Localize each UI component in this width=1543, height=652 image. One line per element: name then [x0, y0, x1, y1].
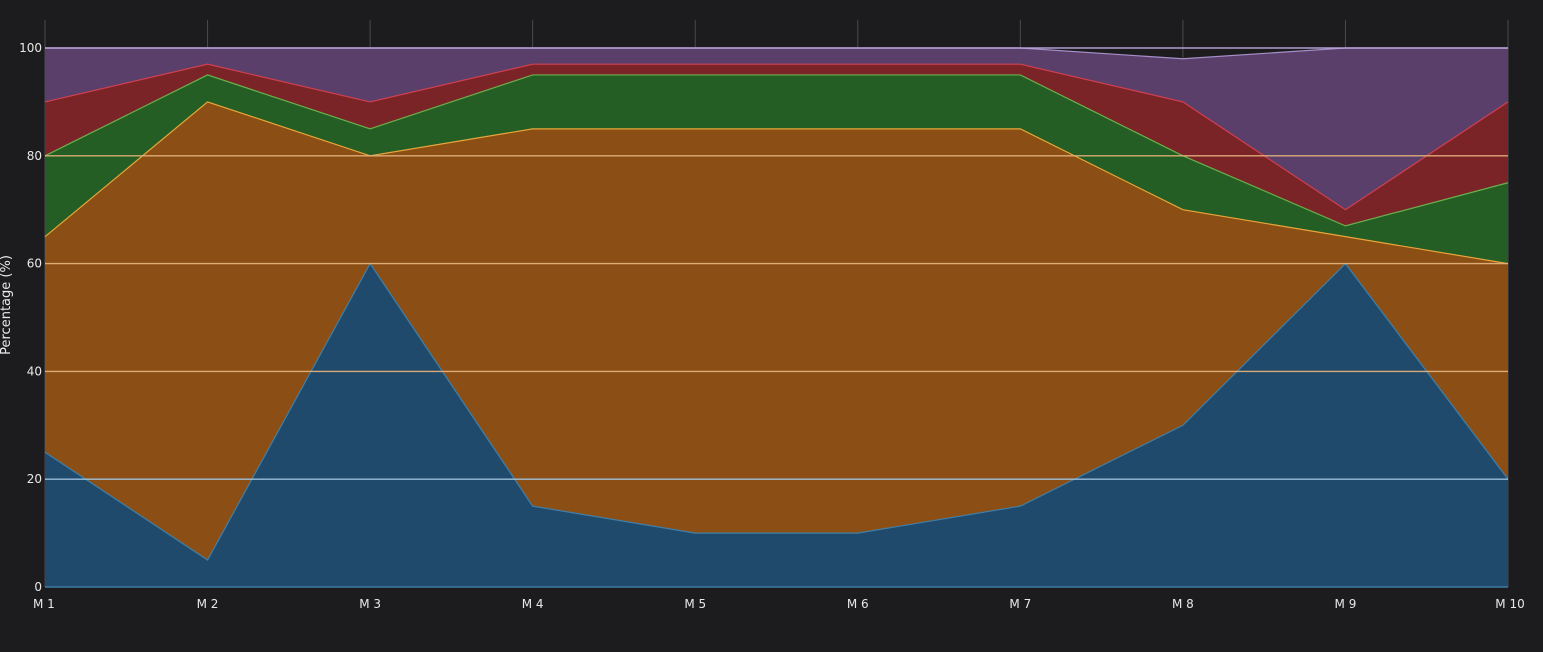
- line-series-1: [44, 262, 1509, 561]
- x-tick-label: M 9: [1335, 597, 1357, 611]
- area-series-4: [45, 64, 1508, 226]
- y-tick-label: 100: [19, 41, 42, 55]
- area-layer: [45, 48, 1508, 587]
- axis-layer: 0 20 40 60 80 100 M 1 M 2 M 3 M 4 M 5 M 6 M 7 M 8 M 9 M…: [19, 41, 1525, 611]
- y-tick-label: 40: [27, 364, 42, 378]
- x-tick-label: M 8: [1172, 597, 1194, 611]
- y-tick-label: 20: [27, 472, 42, 486]
- horizontal-gridlines: [45, 47, 1508, 588]
- x-tick-label: M 5: [684, 597, 706, 611]
- area-series-5: [45, 48, 1508, 210]
- y-tick-label: 0: [34, 580, 42, 594]
- x-tick-label: M 6: [847, 597, 869, 611]
- x-tick-label: M 7: [1009, 597, 1031, 611]
- y-axis-title: Percentage (%): [0, 255, 14, 355]
- line-series-2: [44, 101, 1509, 265]
- area-series-3: [45, 74, 1508, 264]
- x-tick-label: M 4: [522, 597, 544, 611]
- area-series-1: [45, 263, 1508, 587]
- area-series-2: [45, 101, 1508, 561]
- x-tick-label: M 2: [197, 597, 219, 611]
- x-tick-label: M 3: [359, 597, 381, 611]
- y-tick-label: 60: [27, 257, 42, 271]
- y-tick-label: 80: [27, 149, 42, 163]
- line-series-3: [44, 74, 1509, 227]
- x-tick-label: M 10: [1495, 597, 1524, 611]
- x-tick-label: M 1: [33, 597, 55, 611]
